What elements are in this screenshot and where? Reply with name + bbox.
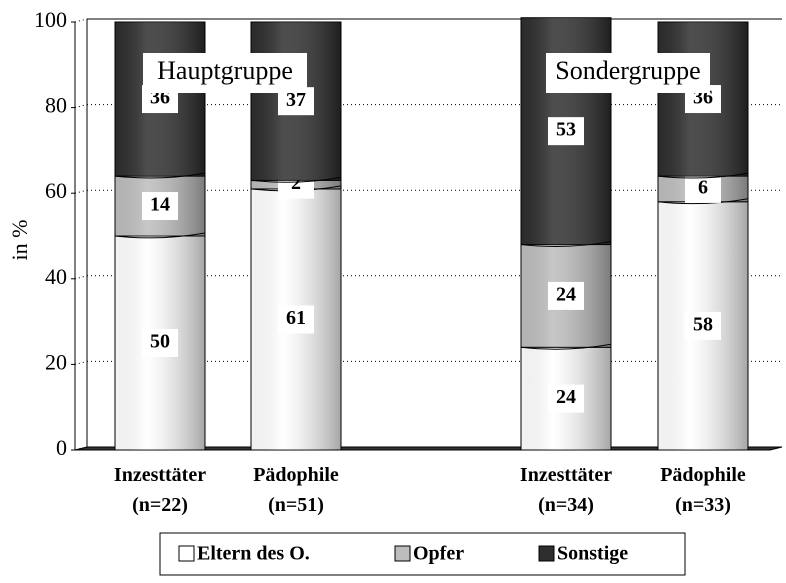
- value-label: 14: [150, 194, 170, 216]
- x-tick-label: Inzesttäter (n=34): [519, 464, 613, 516]
- y-tick-label: 40: [45, 264, 67, 289]
- value-label: 37: [286, 89, 306, 111]
- value-label-box: [685, 174, 721, 203]
- value-label: 24: [556, 284, 576, 306]
- legend-swatch: [538, 545, 555, 562]
- legend-swatch: [178, 545, 195, 562]
- y-tick-label: 80: [45, 93, 67, 118]
- value-label: 24: [556, 386, 576, 408]
- value-label: 58: [693, 313, 713, 335]
- annotation-box: [143, 53, 307, 93]
- legend-label: Opfer: [413, 543, 464, 565]
- grid-line: [74, 104, 88, 109]
- legend-swatch: [394, 545, 411, 562]
- grid-line: [74, 189, 88, 194]
- x-tick-label: Pädophile (n=33): [660, 464, 746, 516]
- y-axis-label: in %: [7, 220, 32, 261]
- segment-edge: [114, 172, 206, 179]
- value-label: 2: [291, 172, 301, 194]
- value-label-box: [142, 192, 178, 221]
- segment-edge: [250, 176, 342, 183]
- y-tick-label: 20: [45, 349, 67, 374]
- value-label-box: [548, 117, 584, 146]
- value-label-box: [278, 305, 314, 334]
- legend-box: [159, 532, 686, 576]
- annotation: Sondergruppe: [555, 56, 700, 85]
- y-tick-label: 60: [45, 178, 67, 203]
- legend-label: Sonstige: [557, 543, 628, 565]
- value-label-box: [548, 384, 584, 413]
- segment-edge: [657, 198, 749, 205]
- value-label: 6: [698, 177, 708, 199]
- y-tick-label: 100: [34, 7, 67, 32]
- annotation-box: [546, 53, 710, 93]
- legend-label: Eltern des O.: [197, 543, 310, 565]
- segment-edge: [114, 232, 206, 239]
- grid-line: [74, 360, 88, 365]
- segment-edge: [520, 241, 612, 247]
- y-tick-label: 0: [56, 435, 67, 460]
- grid-line: [74, 18, 88, 23]
- value-label-box: [548, 281, 584, 310]
- grid-line: [74, 275, 88, 280]
- value-label: 50: [150, 331, 170, 353]
- annotation: Hauptgruppe: [157, 56, 293, 85]
- value-label-box: [142, 329, 178, 357]
- segment-edge: [657, 172, 749, 179]
- value-label: 53: [556, 119, 576, 141]
- x-tick-label: Pädophile (n=51): [253, 464, 339, 516]
- value-label: 61: [286, 307, 306, 329]
- x-tick-label: Inzesttäter (n=22): [113, 464, 207, 516]
- value-label-box: [685, 311, 721, 340]
- segment-edge: [520, 343, 612, 350]
